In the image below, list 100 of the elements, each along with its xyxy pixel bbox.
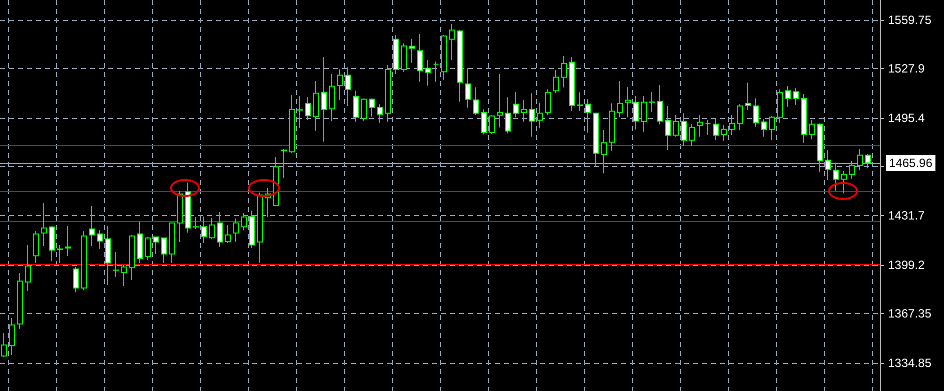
- candlestick: [153, 236, 159, 255]
- candlestick: [113, 252, 119, 278]
- candlestick: [425, 60, 431, 86]
- candlestick: [585, 98, 591, 134]
- candlestick: [457, 30, 463, 102]
- candlestick: [145, 236, 151, 261]
- candlestick: [129, 234, 135, 281]
- candlestick: [617, 80, 623, 118]
- candlestick: [257, 192, 263, 264]
- candlestick: [249, 210, 255, 248]
- candlestick: [649, 92, 655, 112]
- y-tick-label: 1399.2: [888, 258, 926, 272]
- candlestick: [329, 74, 335, 122]
- candlestick: [825, 150, 831, 181]
- candlestick: [833, 162, 839, 192]
- candlestick: [689, 123, 695, 146]
- candlestick: [305, 96, 311, 120]
- candlestick: [865, 154, 871, 169]
- candlestick: [65, 225, 71, 257]
- candlestick: [225, 224, 231, 244]
- candlestick: [33, 230, 39, 264]
- candlestick: [633, 96, 639, 130]
- candlestick: [297, 96, 303, 128]
- candlestick: [17, 272, 23, 330]
- candlestick: [433, 61, 439, 82]
- candlestick: [401, 42, 407, 72]
- candlestick: [737, 104, 743, 131]
- candlestick: [785, 85, 791, 108]
- candlestick: [553, 70, 559, 94]
- candlestick: [369, 98, 375, 118]
- candlestick: [25, 244, 31, 292]
- candlestick: [241, 212, 247, 231]
- candlestick: [593, 112, 599, 166]
- y-tick-label: 1495.4: [888, 111, 926, 126]
- candlestick: [793, 88, 799, 106]
- candlestick: [569, 56, 575, 112]
- candlestick: [417, 34, 423, 82]
- candlestick: [345, 66, 351, 106]
- candlestick: [609, 102, 615, 152]
- y-tick-label: 1334.85: [888, 356, 932, 370]
- candlestick: [857, 148, 863, 171]
- candlestick: [529, 92, 535, 138]
- candlestick: [209, 218, 215, 240]
- candlestick: [57, 244, 63, 264]
- candlestick: [337, 68, 343, 100]
- candlestick: [449, 23, 455, 60]
- candlestick: [753, 98, 759, 128]
- candlestick: [409, 38, 415, 64]
- candlestick: [313, 80, 319, 132]
- candlestick: [545, 88, 551, 116]
- candlestick: [185, 182, 191, 234]
- candlestick: [777, 88, 783, 124]
- candlestick: [377, 104, 383, 124]
- candlestick: [817, 122, 823, 172]
- candlestick: [97, 230, 103, 250]
- y-tick-label: 1367.35: [888, 306, 932, 321]
- candlestick: [441, 34, 447, 80]
- candlestick: [321, 56, 327, 142]
- candlestick: [73, 266, 79, 293]
- candlestick: [353, 90, 359, 122]
- candlestick: [769, 116, 775, 141]
- candlestick: [137, 221, 143, 264]
- candlestick: [41, 202, 47, 246]
- candlestick: [217, 212, 223, 248]
- candlestick: [1, 332, 7, 358]
- candlestick: [505, 96, 511, 134]
- candlestick: [481, 108, 487, 135]
- candlestick: [809, 120, 815, 140]
- candlestick: [161, 237, 167, 264]
- y-tick-label: 1559.75: [888, 12, 932, 27]
- candlestick: [729, 114, 735, 136]
- candlestick: [361, 98, 367, 122]
- candlestick: [465, 68, 471, 108]
- ref-line-label: 1465.96: [889, 156, 933, 170]
- candlestick: [561, 56, 567, 88]
- candlestick: [193, 216, 199, 230]
- candlestick: [9, 318, 15, 356]
- candlestick: [473, 86, 479, 116]
- candlestick: [537, 102, 543, 129]
- candlestick: [289, 94, 295, 154]
- candlestick: [177, 190, 183, 242]
- candlestick: [761, 118, 767, 138]
- candlestick: [201, 216, 207, 244]
- candlestick: [577, 92, 583, 112]
- candlestick: [89, 205, 95, 246]
- candlestick: [841, 170, 847, 194]
- candlestick: [625, 86, 631, 118]
- candlestick: [657, 84, 663, 125]
- candlestick: [81, 230, 87, 291]
- candlestick: [641, 96, 647, 132]
- candlestick: [49, 226, 55, 262]
- candlestick: [233, 218, 239, 242]
- candlestick: [681, 112, 687, 146]
- candlestick: [601, 130, 607, 174]
- candlestick: [697, 114, 703, 138]
- candlestick: [497, 74, 503, 128]
- candlestick: [665, 105, 671, 151]
- candlestick: [673, 114, 679, 138]
- candlestick: [489, 114, 495, 135]
- candlestick: [849, 160, 855, 180]
